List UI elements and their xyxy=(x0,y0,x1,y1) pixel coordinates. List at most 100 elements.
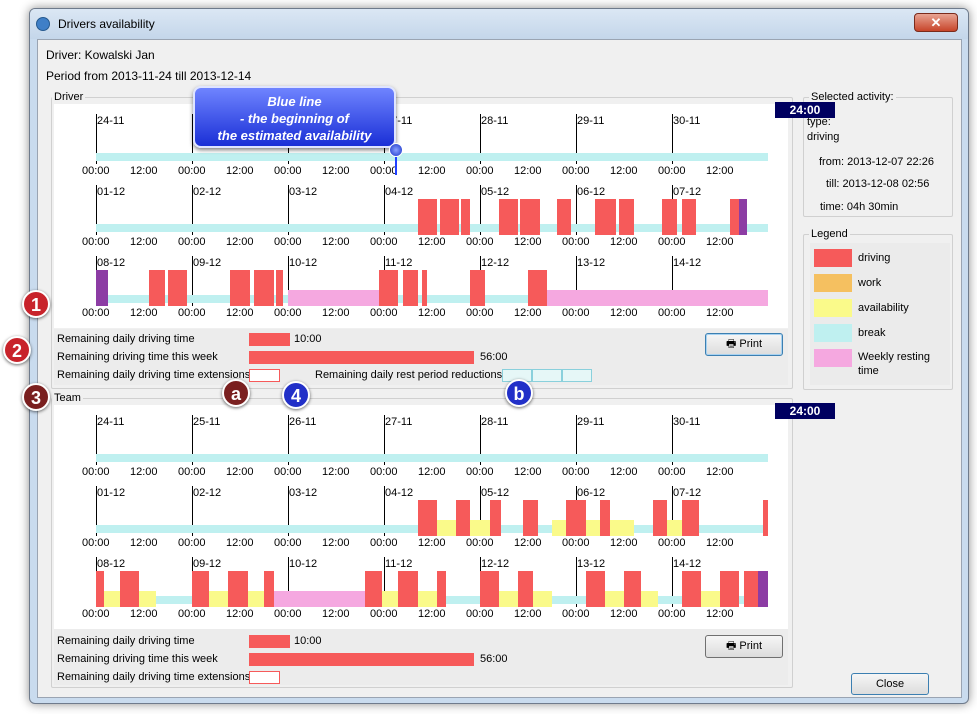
close-button[interactable]: Close xyxy=(851,673,929,695)
activity-bar-driving[interactable] xyxy=(96,571,104,607)
activity-bar-driving[interactable] xyxy=(652,500,668,536)
activity-bar-driving[interactable] xyxy=(619,199,634,235)
activity-bar-driving[interactable] xyxy=(264,571,274,607)
activity-bar-weekly[interactable] xyxy=(547,290,768,306)
activity-bar-driving[interactable] xyxy=(720,571,740,607)
activity-bar-availability[interactable] xyxy=(382,591,399,607)
window-title: Drivers availability xyxy=(58,17,155,31)
activity-bar-driving[interactable] xyxy=(470,270,485,306)
date-label: 09-12 xyxy=(193,558,222,570)
team-extensions-box xyxy=(249,671,280,684)
date-label: 08-12 xyxy=(97,558,126,570)
activity-bar-availability[interactable] xyxy=(667,520,682,536)
driver-print-button[interactable]: 🖶 Print xyxy=(705,333,783,356)
activity-bar-availability[interactable] xyxy=(585,520,600,536)
activity-bar-weekly[interactable] xyxy=(758,571,768,607)
activity-bar-driving[interactable] xyxy=(523,500,538,536)
activity-bar-availability[interactable] xyxy=(417,591,437,607)
activity-bar-availability[interactable] xyxy=(139,591,156,607)
activity-bar-availability[interactable] xyxy=(604,591,624,607)
activity-bar-driving[interactable] xyxy=(456,500,471,536)
time-tick-label: 12:00 xyxy=(514,608,542,620)
activity-bar-availability[interactable] xyxy=(700,591,720,607)
activity-bar-availability[interactable] xyxy=(532,591,552,607)
time-tick-label: 00:00 xyxy=(178,165,206,177)
team-print-button[interactable]: 🖶 Print xyxy=(705,635,783,658)
activity-bar-driving[interactable] xyxy=(600,500,610,536)
date-label: 12-12 xyxy=(481,257,510,269)
activity-bar-driving[interactable] xyxy=(148,270,166,306)
activity-bar-availability[interactable] xyxy=(470,520,490,536)
activity-bar-break[interactable] xyxy=(96,153,768,161)
activity-bar-weekly[interactable] xyxy=(96,270,108,306)
activity-bar-driving[interactable] xyxy=(168,270,188,306)
activity-bar-break[interactable] xyxy=(96,295,768,303)
activity-bar-weekly[interactable] xyxy=(739,199,747,235)
date-label: 06-12 xyxy=(577,487,606,499)
activity-bar-driving[interactable] xyxy=(489,500,502,536)
activity-bar-driving[interactable] xyxy=(595,199,617,235)
activity-bar-driving[interactable] xyxy=(417,500,437,536)
day-divider xyxy=(672,557,673,607)
time-tick-label: 12:00 xyxy=(610,165,638,177)
activity-bar-driving[interactable] xyxy=(120,571,140,607)
activity-bar-driving[interactable] xyxy=(763,500,768,536)
driver-timeline-chart[interactable]: 24-1125-1126-1127-1128-1129-1130-1100:00… xyxy=(54,104,788,328)
activity-bar-driving[interactable] xyxy=(398,571,418,607)
activity-bar-weekly[interactable] xyxy=(273,591,365,607)
activity-bar-driving[interactable] xyxy=(585,571,605,607)
activity-bar-driving[interactable] xyxy=(499,199,519,235)
activity-bar-driving[interactable] xyxy=(624,571,642,607)
activity-bar-driving[interactable] xyxy=(192,571,210,607)
activity-bar-availability[interactable] xyxy=(641,591,658,607)
activity-bar-availability[interactable] xyxy=(209,591,229,607)
activity-bar-driving[interactable] xyxy=(744,571,759,607)
activity-bar-availability[interactable] xyxy=(552,520,567,536)
activity-bar-availability[interactable] xyxy=(609,520,634,536)
date-label: 11-12 xyxy=(385,257,413,269)
activity-bar-driving[interactable] xyxy=(518,571,533,607)
day-divider xyxy=(576,415,577,465)
activity-bar-driving[interactable] xyxy=(403,270,418,306)
activity-bar-driving[interactable] xyxy=(228,571,248,607)
activity-bar-driving[interactable] xyxy=(439,199,459,235)
activity-bar-driving[interactable] xyxy=(422,270,428,306)
activity-bar-break[interactable] xyxy=(96,454,768,462)
activity-bar-availability[interactable] xyxy=(499,591,519,607)
remaining-daily-label: Remaining daily driving time xyxy=(57,333,195,345)
activity-bar-driving[interactable] xyxy=(662,199,677,235)
activity-bar-driving[interactable] xyxy=(528,270,548,306)
marker-1: 1 xyxy=(22,290,50,318)
activity-bar-availability[interactable] xyxy=(247,591,264,607)
activity-bar-driving[interactable] xyxy=(729,199,740,235)
date-label: 13-12 xyxy=(577,257,606,269)
activity-bar-driving[interactable] xyxy=(436,571,447,607)
activity-bar-driving[interactable] xyxy=(364,571,383,607)
activity-bar-driving[interactable] xyxy=(681,571,701,607)
activity-bar-driving[interactable] xyxy=(276,270,284,306)
activity-bar-driving[interactable] xyxy=(556,199,572,235)
legend-panel: driving work availability break Weekly r… xyxy=(810,243,950,385)
activity-bar-driving[interactable] xyxy=(681,199,696,235)
activity-bar-availability[interactable] xyxy=(103,591,120,607)
day-divider xyxy=(96,415,97,465)
activity-bar-driving[interactable] xyxy=(230,270,250,306)
activity-bar-driving[interactable] xyxy=(379,270,399,306)
activity-bar-driving[interactable] xyxy=(681,500,699,536)
time-tick-label: 12:00 xyxy=(418,307,446,319)
activity-bar-driving[interactable] xyxy=(566,500,586,536)
activity-bar-driving[interactable] xyxy=(417,199,437,235)
time-tick-label: 00:00 xyxy=(178,608,206,620)
time-tick-label: 12:00 xyxy=(706,307,734,319)
activity-bar-availability[interactable] xyxy=(436,520,456,536)
date-label: 11-12 xyxy=(385,558,413,570)
activity-bar-driving[interactable] xyxy=(480,571,500,607)
activity-bar-driving[interactable] xyxy=(254,270,274,306)
team-timeline-chart[interactable]: 24-11 25-11 26-11 27-11 28-11 29-11 30-11 00:00… xyxy=(54,405,788,629)
window-close-button[interactable]: ✕ xyxy=(914,13,958,32)
activity-bar-driving[interactable] xyxy=(520,199,540,235)
selected-activity-group: type: driving from: 2013-12-07 22:26 til… xyxy=(803,97,953,217)
activity-bar-driving[interactable] xyxy=(460,199,471,235)
activity-bar-weekly[interactable] xyxy=(288,290,380,306)
date-label: 10-12 xyxy=(289,257,318,269)
